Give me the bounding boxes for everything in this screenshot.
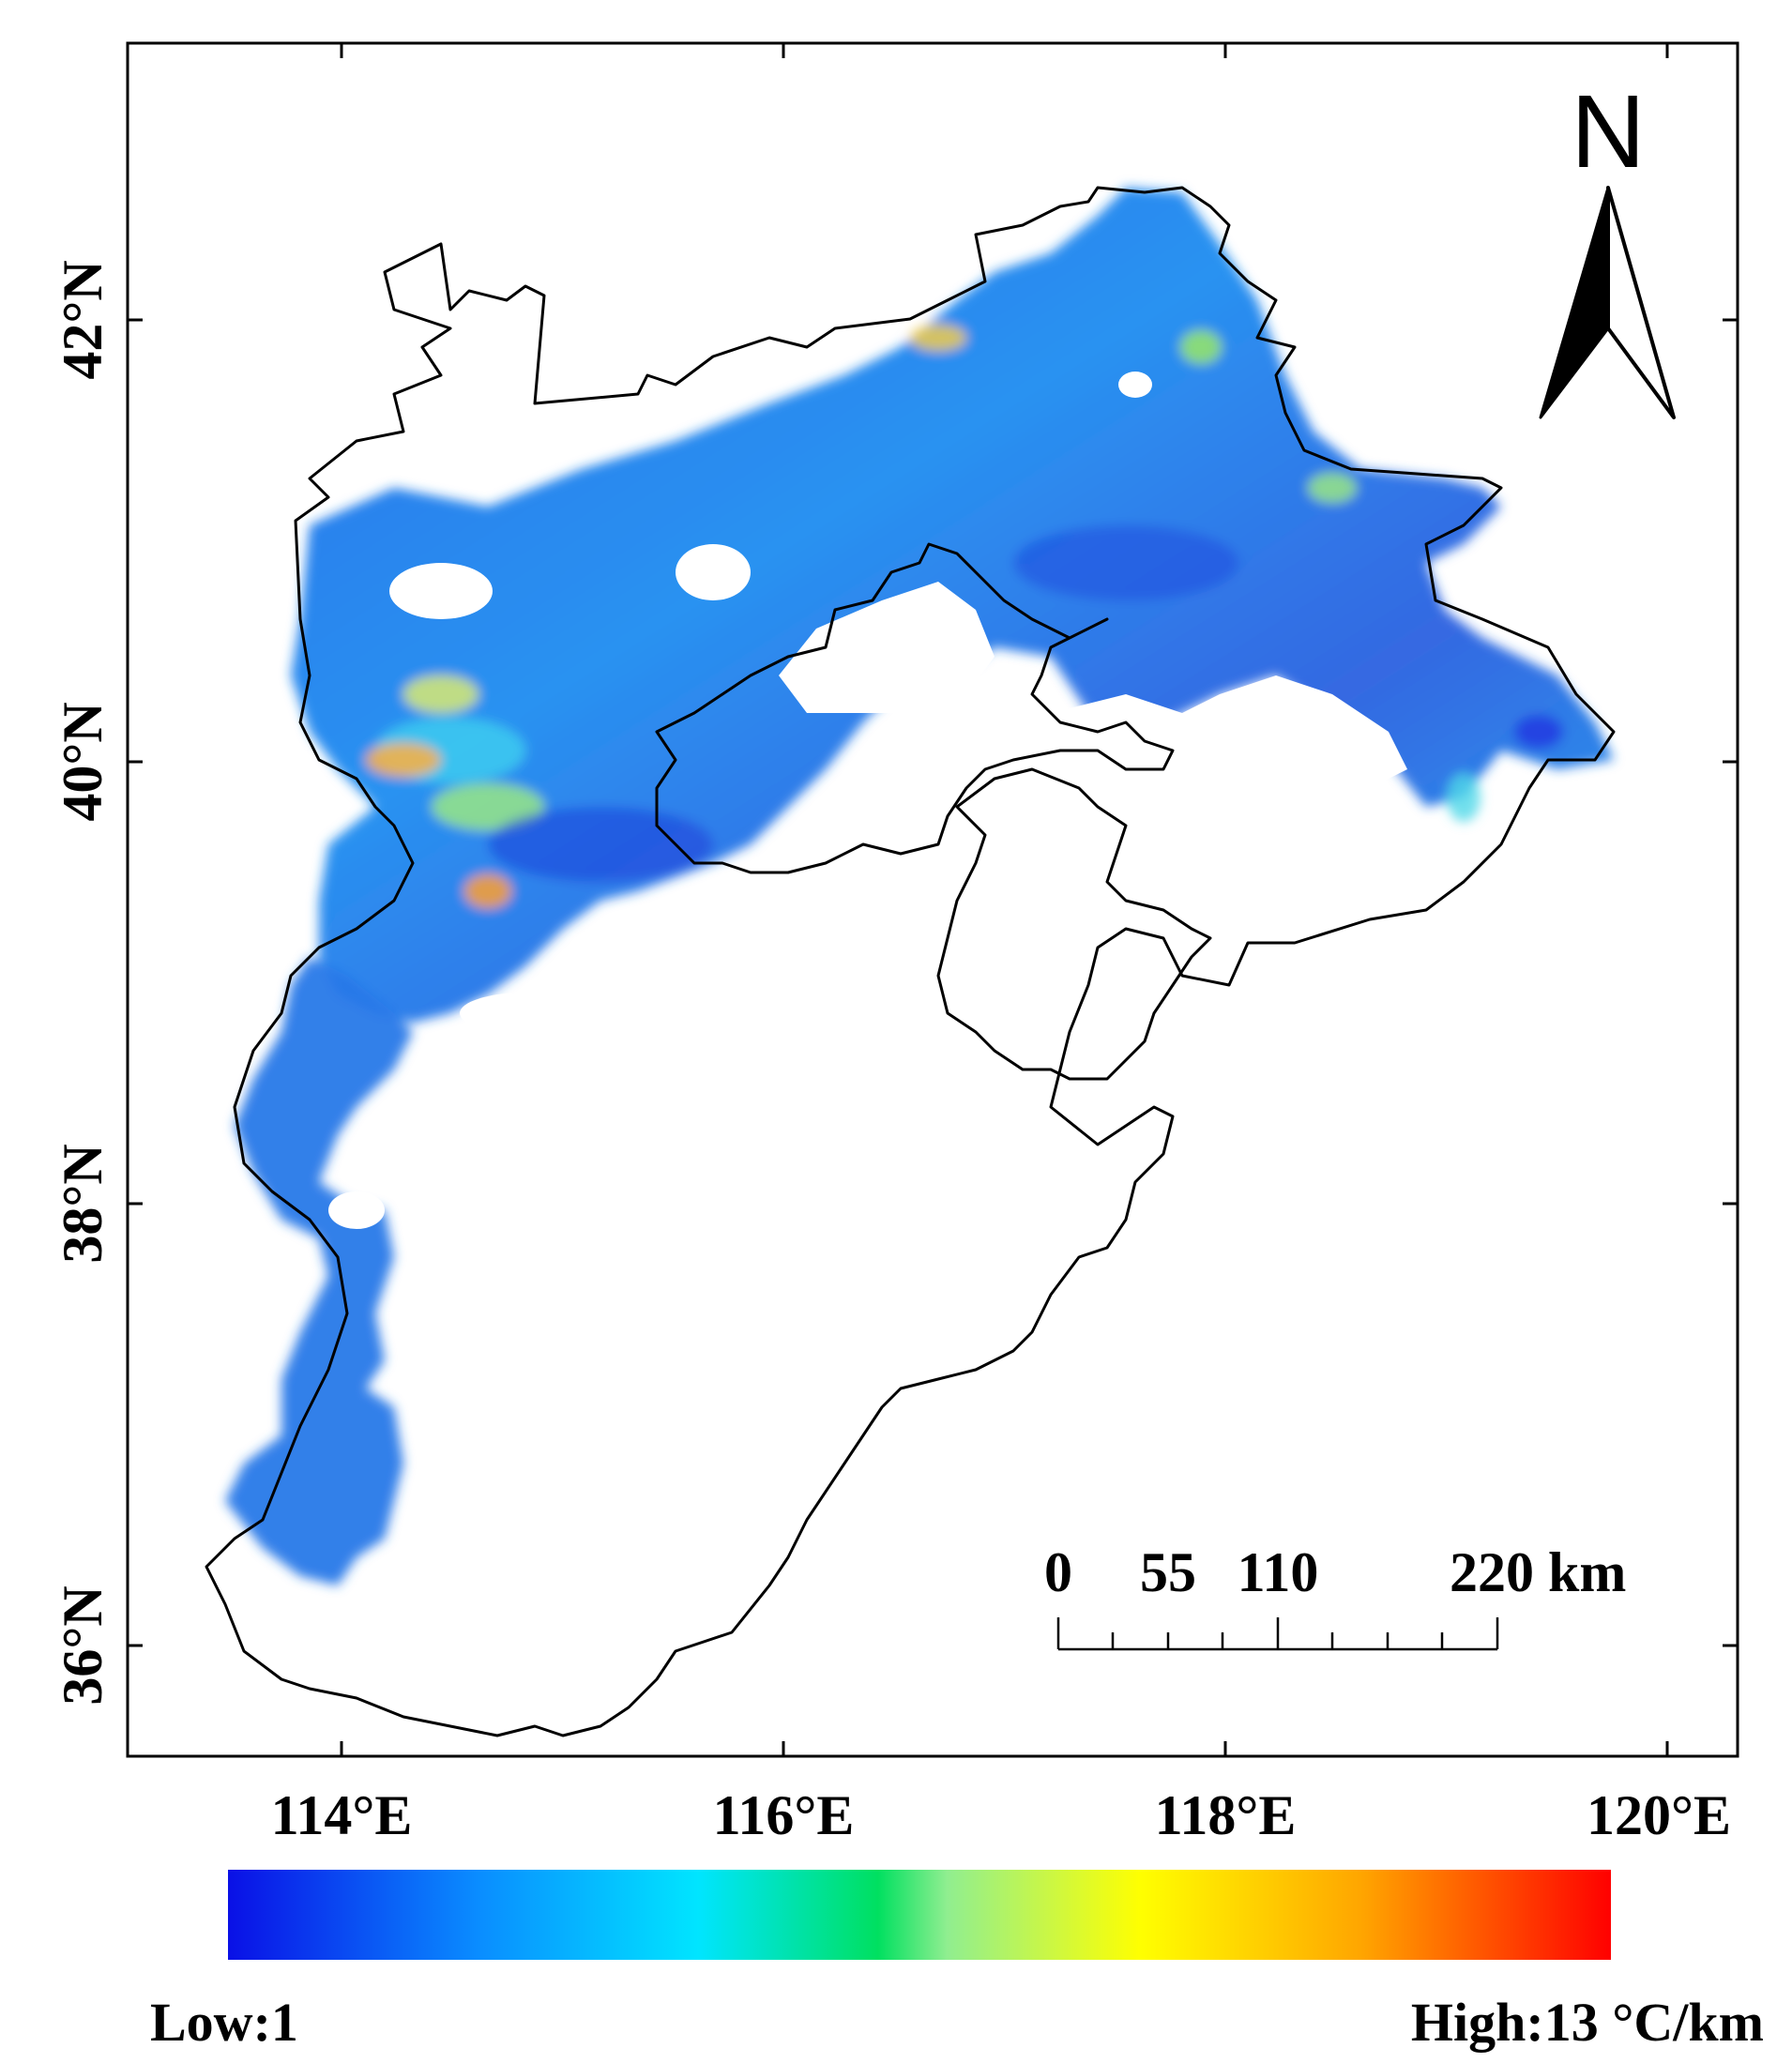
- map-frame: [126, 41, 1739, 1758]
- raster-patch: [1308, 473, 1357, 503]
- legend-high-label: High:13 °C/km: [1411, 1992, 1764, 2053]
- raster-patch: [1013, 525, 1238, 600]
- north-arrow-right-half: [1606, 186, 1676, 419]
- scale-bar: 0 55 110 220 km: [1044, 1541, 1626, 1651]
- raster-patch: [403, 675, 478, 713]
- raster-gaps: [328, 372, 1407, 1229]
- north-arrow: N: [1539, 74, 1676, 419]
- raster-patch: [1514, 715, 1563, 749]
- x-tick-label-114: 114°E: [271, 1784, 413, 1846]
- gap-beijing: [779, 582, 995, 713]
- x-tick-label-120: 120°E: [1587, 1784, 1731, 1846]
- raster-patch: [432, 783, 544, 830]
- x-tick-label-116: 116°E: [713, 1784, 855, 1846]
- tianjin-boundary: [936, 767, 1212, 1081]
- gap: [328, 1191, 385, 1229]
- raster-patch: [464, 874, 511, 908]
- raster-patch: [1447, 773, 1481, 822]
- legend-color-bar: [228, 1870, 1611, 1960]
- y-tick-label-42: 42°N: [52, 260, 114, 379]
- gap: [676, 544, 751, 600]
- hebei-boundary: [205, 186, 1616, 1737]
- axis-ticks: [128, 43, 1738, 1756]
- scale-label-110: 110: [1238, 1541, 1319, 1603]
- gradient-raster: [225, 188, 1614, 1585]
- gap: [1118, 372, 1152, 398]
- scale-label-220: 220 km: [1450, 1541, 1626, 1603]
- scale-label-55: 55: [1140, 1541, 1196, 1603]
- gap-east: [1051, 675, 1407, 788]
- beijing-boundary: [655, 542, 1175, 874]
- y-tick-label-40: 40°N: [52, 702, 114, 821]
- gap: [389, 563, 493, 619]
- province-boundaries: [205, 186, 1616, 1737]
- north-letter: N: [1571, 74, 1645, 190]
- x-tick-label-118: 118°E: [1155, 1784, 1297, 1846]
- legend-low-label: Low:1: [150, 1992, 298, 2053]
- gap: [460, 993, 591, 1034]
- raster-patch: [910, 325, 966, 351]
- y-tick-label-36: 36°N: [52, 1585, 114, 1705]
- raster-west-strip: [225, 957, 413, 1585]
- scale-label-0: 0: [1044, 1541, 1072, 1603]
- north-arrow-left-half: [1539, 186, 1610, 419]
- raster-patch: [488, 807, 713, 882]
- raster-patch: [1180, 330, 1222, 364]
- raster-patch: [366, 743, 441, 777]
- y-tick-label-38: 38°N: [52, 1144, 114, 1263]
